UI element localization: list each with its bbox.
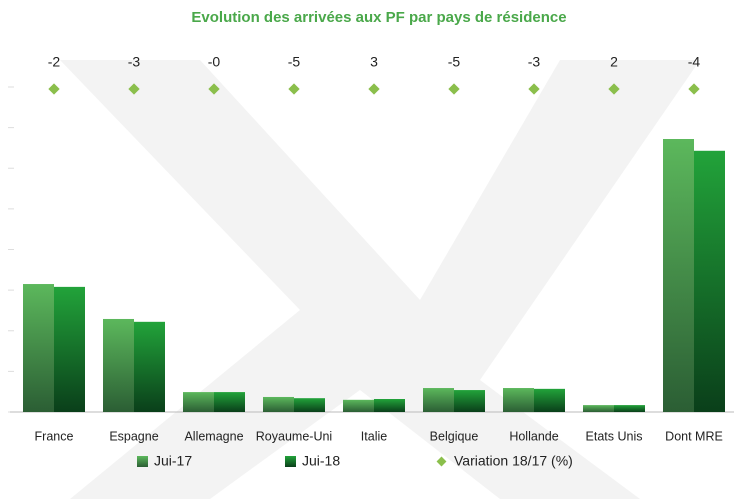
data-label: 3 [370,54,378,70]
x-tick-label: Italie [361,429,387,443]
x-tick-label: Allemagne [184,429,243,443]
legend-swatch [436,456,447,467]
data-label: 2 [610,54,618,70]
x-tick-label: France [35,429,74,443]
variation-marker [688,83,700,95]
legend-label: Jui-17 [154,453,192,469]
variation-marker [448,83,460,95]
data-label: -3 [528,54,541,70]
x-tick-label: Etats Unis [586,429,643,443]
data-label: -4 [688,54,701,70]
x-tick-label: Royaume-Uni [256,429,332,443]
bar [343,399,374,412]
data-label: -3 [128,54,141,70]
bar [374,399,405,412]
bar [663,139,694,412]
data-label: -5 [288,54,301,70]
x-tick-label: Espagne [109,429,158,443]
x-tick-label: Dont MRE [665,429,723,443]
data-label: -0 [208,54,221,70]
bar [423,388,454,412]
bar [214,392,245,412]
bar [534,388,565,412]
legend-label: Variation 18/17 (%) [454,453,573,469]
bar [103,318,134,412]
bar [614,405,645,412]
legend-swatch [285,456,296,467]
bar [183,392,214,412]
bar [694,150,725,412]
data-label: -2 [48,54,61,70]
x-tick-label: Hollande [509,429,558,443]
legend-label: Jui-18 [302,453,340,469]
bar [294,398,325,412]
chart-title: Evolution des arrivées aux PF par pays d… [191,9,566,26]
bar [583,405,614,412]
variation-marker [48,83,60,95]
data-label: -5 [448,54,461,70]
variation-marker [528,83,540,95]
x-tick-label: Belgique [430,429,479,443]
bar [454,390,485,412]
bar [54,286,85,412]
legend-swatch [137,456,148,467]
bar [263,396,294,412]
variation-marker [288,83,300,95]
bar [503,388,534,412]
background-logo [60,60,700,499]
variation-marker [368,83,380,95]
bar [23,284,54,412]
bar [134,321,165,412]
